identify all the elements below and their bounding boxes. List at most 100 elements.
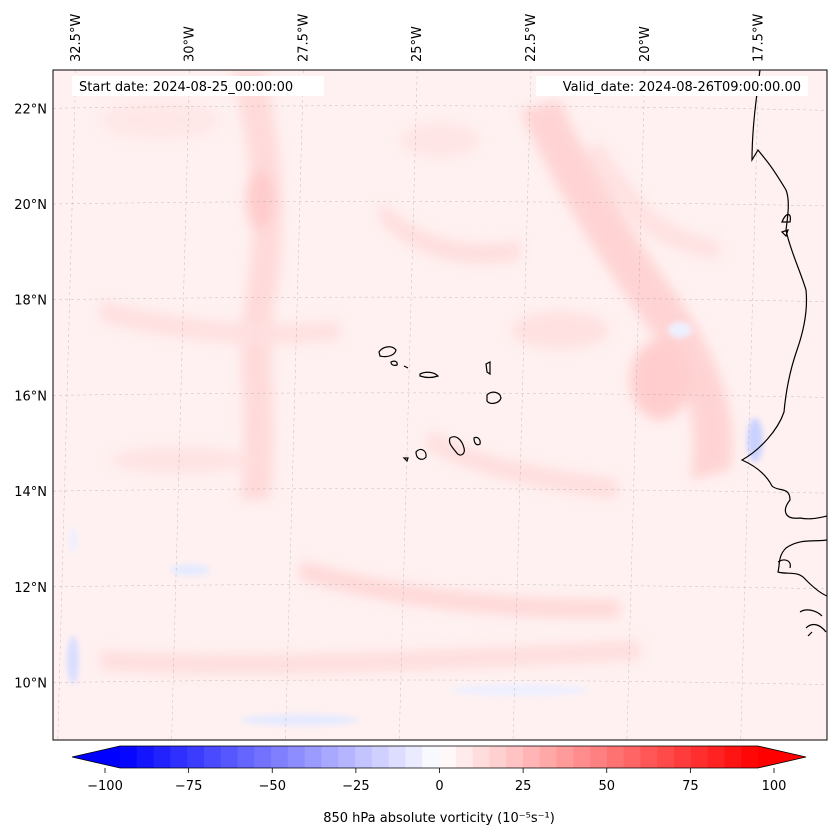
island-santa-luzia (403, 365, 409, 369)
colorbar-segment (741, 746, 759, 768)
vorticity-field (100, 70, 733, 675)
meridian-line (285, 70, 304, 740)
colorbar-segment (606, 746, 625, 768)
longitude-label: 17.5°W (752, 14, 767, 62)
colorbar-segment (640, 746, 658, 768)
island-fogo (415, 448, 427, 460)
colorbar-segment (472, 746, 490, 768)
colorbar-segment (371, 746, 390, 768)
colorbar-label: 850 hPa absolute vorticity (10⁻⁵s⁻¹) (323, 811, 555, 826)
latitude-label: 12°N (14, 581, 47, 596)
island-sal (485, 361, 491, 376)
colorbar-segment (170, 746, 188, 768)
island-sao-vicente (390, 360, 398, 366)
colorbar-segment (556, 746, 574, 768)
colorbar-tick-label: 75 (682, 779, 699, 794)
colorbar-tick-label: −25 (342, 779, 369, 794)
colorbar-segment (254, 746, 272, 768)
colorbar-tick-label: −50 (259, 779, 286, 794)
start-date-box (72, 76, 324, 96)
colorbar-tick-label: 100 (762, 779, 787, 794)
colorbar-segment (707, 746, 725, 768)
colorbar-segment (271, 746, 289, 768)
colorbar-high-extend (758, 746, 806, 768)
longitude-label: 32.5°W (69, 14, 84, 62)
meridian-line (398, 70, 418, 740)
meridian-line (57, 70, 77, 740)
colorbar-segment (506, 746, 524, 768)
colorbar-segment (439, 746, 457, 768)
colorbar-tick-label: −100 (87, 779, 123, 794)
latitude-label: 22°N (14, 102, 47, 117)
graticule-lines (53, 70, 827, 740)
colorbar-tick-label: 25 (515, 779, 532, 794)
african-coastline (740, 70, 827, 520)
colorbar-segment (539, 746, 558, 768)
parallel-line (53, 201, 827, 207)
meridian-line (626, 70, 646, 740)
colorbar-segment (657, 746, 675, 768)
valid-date-label: Valid_date: 2024-08-26T09:00:00.00 (563, 80, 801, 95)
latitude-label: 18°N (14, 294, 47, 309)
latitude-labels: 22°N 20°N 18°N 16°N 14°N 12°N 10°N (14, 102, 47, 691)
island-boa-vista (486, 391, 502, 404)
colorbar-segment (573, 746, 591, 768)
coastlines (740, 70, 827, 637)
colorbar-segment (153, 746, 171, 768)
start-date-label: Start date: 2024-08-25_00:00:00 (79, 80, 293, 95)
coast-guinea-bissau (777, 539, 827, 597)
colorbar-outline (71, 745, 807, 769)
coast-small-bays (777, 213, 791, 569)
parallel-line (53, 392, 827, 398)
colorbar-tick-label: −75 (175, 779, 202, 794)
meridian-line (740, 70, 759, 740)
colorbar-segment (724, 746, 742, 768)
colorbar: −100 −75 −50 −25 0 25 50 75 100 850 hPa absolute… (71, 745, 807, 826)
longitude-label: 22.5°W (524, 14, 539, 62)
colorbar-segments (120, 746, 759, 768)
longitude-label: 27.5°W (296, 14, 311, 62)
latitude-label: 10°N (14, 677, 47, 692)
parallel-line (53, 584, 827, 590)
colorbar-ticks: −100 −75 −50 −25 0 25 50 75 100 (87, 768, 786, 794)
meridian-line (512, 70, 532, 740)
valid-date-box (536, 76, 808, 96)
colorbar-segment (220, 746, 239, 768)
latitude-label: 16°N (14, 389, 47, 404)
island-maio (473, 436, 481, 446)
colorbar-tick-label: 50 (598, 779, 615, 794)
island-sao-nicolau (419, 371, 440, 379)
parallel-line (53, 679, 827, 685)
colorbar-segment (690, 746, 709, 768)
map-panel: Start date: 2024-08-25_00:00:00 Valid_da… (53, 70, 827, 740)
colorbar-segment (623, 746, 641, 768)
colorbar-segment (187, 746, 205, 768)
latitude-label: 20°N (14, 198, 47, 213)
colorbar-segment (355, 746, 373, 768)
colorbar-segment (321, 746, 339, 768)
parallel-line (53, 296, 827, 302)
colorbar-segment (522, 746, 541, 768)
parallel-line (53, 488, 827, 494)
colorbar-segment (590, 746, 608, 768)
island-brava (402, 457, 409, 463)
colorbar-segment (136, 746, 155, 768)
colorbar-low-extend (72, 746, 120, 768)
parallel-line (53, 105, 827, 111)
cape-verde-islands (378, 346, 502, 463)
colorbar-segment (405, 746, 423, 768)
meridian-line (171, 70, 190, 740)
colorbar-segment (422, 746, 440, 768)
island-santiago (448, 436, 465, 456)
colorbar-segment (388, 746, 406, 768)
colorbar-segment (120, 746, 138, 768)
latitude-label: 14°N (14, 485, 47, 500)
colorbar-segment (489, 746, 507, 768)
colorbar-segment (304, 746, 322, 768)
coast-islands-south (799, 609, 827, 637)
colorbar-segment (674, 746, 692, 768)
longitude-label: 25°W (410, 26, 425, 62)
longitude-label: 30°W (183, 26, 198, 62)
colorbar-segment (455, 746, 474, 768)
